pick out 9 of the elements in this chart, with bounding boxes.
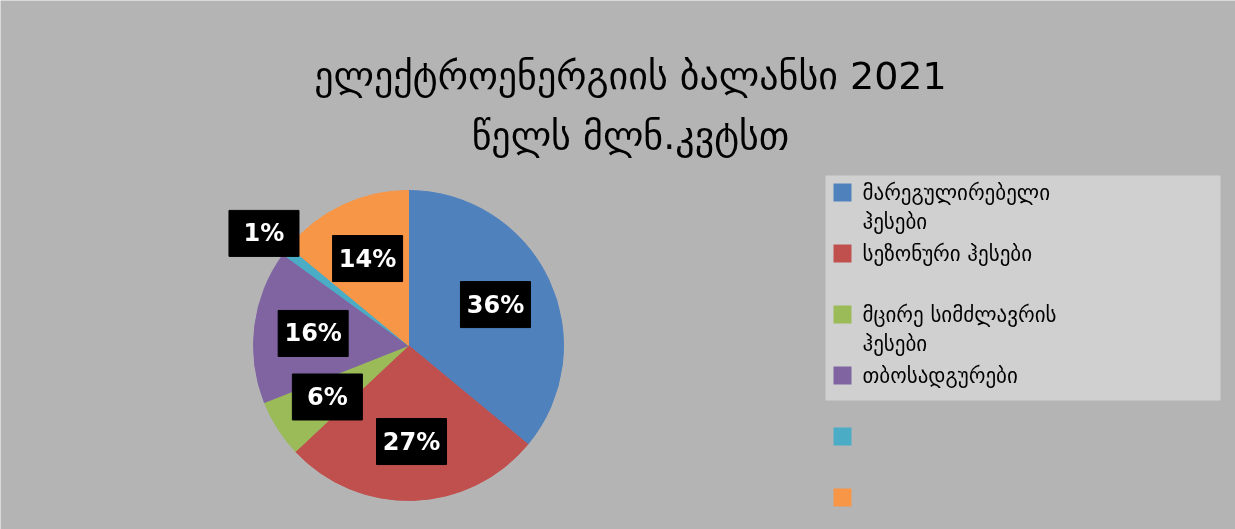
data-label: 6% [306, 382, 348, 411]
data-label: 27% [382, 427, 441, 456]
data-label: 36% [466, 290, 525, 319]
data-label: 16% [284, 319, 342, 348]
legend-label: სეზონური ჰესები [862, 241, 1033, 266]
legend-label: თბოსადგურები [862, 363, 1018, 388]
data-label: 14% [338, 244, 397, 273]
chart-title: ელექტროენერგიის ბალანსი 2021 წელს მლნ.კვტსთ [314, 53, 947, 158]
data-label: 1% [243, 219, 285, 248]
